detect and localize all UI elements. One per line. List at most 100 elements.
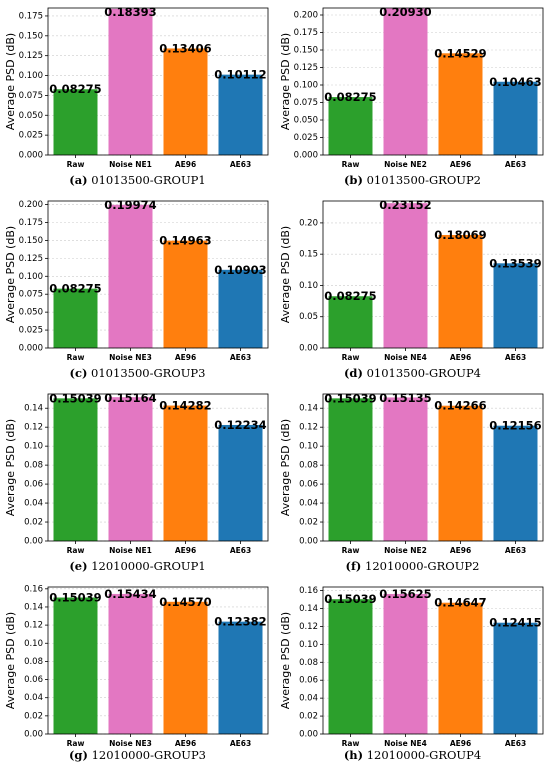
bar-value-label: 0.08275 bbox=[324, 289, 376, 303]
x-tick-label: Noise NE3 bbox=[109, 739, 152, 748]
chart-panel-h: 0.00 0.02 0.04 0.06 0.08 0.10 0.12 0.14 0.16 0.15… bbox=[275, 579, 550, 772]
bar-value-label: 0.14266 bbox=[434, 399, 486, 413]
bar bbox=[108, 397, 153, 541]
plot-frame bbox=[47, 393, 269, 542]
x-tick-label: Noise NE1 bbox=[109, 160, 152, 169]
x-tick-label: AE63 bbox=[230, 160, 251, 169]
y-tick-label: 0.16 bbox=[299, 586, 318, 596]
y-tick-label: 0.06 bbox=[24, 480, 43, 490]
x-tick-label: Raw bbox=[342, 353, 360, 362]
x-tick-label: AE63 bbox=[505, 739, 526, 748]
y-axis-label: Average PSD (dB) bbox=[279, 612, 292, 709]
bar-value-label: 0.15039 bbox=[324, 592, 376, 606]
y-tick-label: 0.100 bbox=[19, 71, 43, 81]
bar-value-label: 0.15039 bbox=[49, 591, 101, 605]
y-tick-label: 0.10 bbox=[299, 640, 318, 650]
panel-letter: (g) bbox=[68, 748, 88, 762]
x-tick-label: AE63 bbox=[230, 353, 251, 362]
y-tick-label: 0.02 bbox=[299, 518, 318, 528]
y-tick-label: 0.10 bbox=[24, 639, 43, 649]
y-tick-label: 0.10 bbox=[299, 442, 318, 452]
y-tick-label: 0.175 bbox=[19, 218, 43, 228]
bar-value-label: 0.20930 bbox=[379, 5, 431, 19]
x-tick-label: AE96 bbox=[175, 160, 196, 169]
bar-value-label: 0.14963 bbox=[159, 234, 211, 248]
bar bbox=[383, 593, 428, 734]
caption-text: 12010000-GROUP1 bbox=[91, 559, 206, 573]
y-tick-label: 0.00 bbox=[24, 730, 43, 740]
x-tick-label: Raw bbox=[67, 160, 85, 169]
y-tick-label: 0.12 bbox=[299, 622, 318, 632]
y-tick-label: 0.06 bbox=[24, 675, 43, 685]
bar bbox=[53, 398, 98, 541]
y-tick-label: 0.14 bbox=[24, 404, 43, 414]
caption-text: 12010000-GROUP4 bbox=[366, 748, 482, 762]
bar bbox=[163, 48, 208, 155]
x-tick-label: AE63 bbox=[230, 546, 251, 555]
bar bbox=[493, 622, 538, 734]
y-tick-label: 0.150 bbox=[294, 46, 318, 56]
y-tick-label: 0.06 bbox=[299, 480, 318, 490]
x-tick-label: AE63 bbox=[505, 546, 526, 555]
chart-panel-e: 0.00 0.02 0.04 0.06 0.08 0.10 0.12 0.14 0.15039 R… bbox=[0, 386, 275, 579]
panel-caption: (e) 12010000-GROUP1 bbox=[0, 559, 275, 573]
plot-frame bbox=[322, 200, 544, 349]
bar-value-label: 0.15039 bbox=[324, 391, 376, 405]
y-tick-label: 0.02 bbox=[24, 518, 43, 528]
x-tick-label: Noise NE2 bbox=[384, 546, 427, 555]
bar bbox=[53, 89, 98, 155]
y-axis-label: Average PSD (dB) bbox=[279, 226, 292, 323]
bar-value-label: 0.23152 bbox=[379, 198, 431, 212]
y-tick-label: 0.06 bbox=[299, 676, 318, 686]
plot-frame bbox=[322, 393, 544, 542]
bar-chart: 0.00 0.02 0.04 0.06 0.08 0.10 0.12 0.14 0.15039 R… bbox=[4, 391, 269, 555]
x-tick-label: Raw bbox=[67, 546, 85, 555]
bar bbox=[108, 593, 153, 734]
y-tick-label: 0.12 bbox=[24, 621, 43, 631]
caption-text: 01013500-GROUP3 bbox=[91, 366, 206, 380]
panel-letter: (e) bbox=[69, 559, 88, 573]
plot-frame bbox=[47, 586, 269, 735]
bar bbox=[328, 398, 373, 541]
panel-caption: (c) 01013500-GROUP3 bbox=[0, 366, 275, 380]
y-tick-label: 0.08 bbox=[24, 461, 43, 471]
y-tick-label: 0.000 bbox=[19, 344, 43, 354]
bar bbox=[383, 203, 428, 348]
y-tick-label: 0.025 bbox=[294, 133, 318, 143]
y-tick-label: 0.12 bbox=[24, 423, 43, 433]
x-tick-label: Noise NE4 bbox=[384, 739, 427, 748]
bar-chart: 0.000 0.025 0.050 0.075 0.100 0.125 0.150 0.175… bbox=[279, 5, 544, 169]
panel-letter: (d) bbox=[343, 366, 363, 380]
bar-value-label: 0.15434 bbox=[104, 587, 156, 601]
caption-text: 01013500-GROUP4 bbox=[366, 366, 482, 380]
bar bbox=[493, 81, 538, 155]
y-tick-label: 0.14 bbox=[299, 404, 318, 414]
panel-letter: (h) bbox=[343, 748, 364, 762]
y-tick-label: 0.16 bbox=[24, 584, 43, 594]
bar bbox=[163, 240, 208, 348]
panel-letter: (f) bbox=[345, 559, 362, 573]
bar-value-label: 0.18069 bbox=[434, 228, 486, 242]
y-tick-label: 0.04 bbox=[299, 694, 318, 704]
bar bbox=[218, 269, 263, 348]
bar bbox=[438, 602, 483, 734]
bar bbox=[438, 405, 483, 541]
x-tick-label: AE96 bbox=[175, 739, 196, 748]
y-tick-label: 0.125 bbox=[19, 51, 43, 61]
y-tick-label: 0.075 bbox=[294, 98, 318, 108]
bar bbox=[53, 288, 98, 348]
bar bbox=[218, 424, 263, 541]
y-tick-label: 0.08 bbox=[299, 658, 318, 668]
x-tick-label: Raw bbox=[342, 160, 360, 169]
panel-letter: (b) bbox=[343, 173, 363, 187]
bar bbox=[493, 263, 538, 348]
bar bbox=[328, 97, 373, 155]
y-tick-label: 0.025 bbox=[19, 131, 43, 141]
plot-frame bbox=[47, 200, 269, 349]
y-tick-label: 0.02 bbox=[24, 711, 43, 721]
plot-frame bbox=[322, 586, 544, 735]
caption-text: 01013500-GROUP1 bbox=[91, 173, 206, 187]
bar bbox=[438, 53, 483, 156]
chart-panel-f: 0.00 0.02 0.04 0.06 0.08 0.10 0.12 0.14 0.15039 R… bbox=[275, 386, 550, 579]
x-tick-label: Noise NE3 bbox=[109, 353, 152, 362]
